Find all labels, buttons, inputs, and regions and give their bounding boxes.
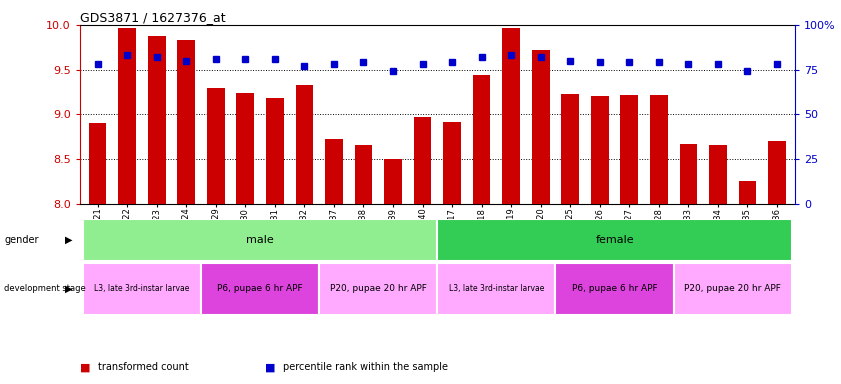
Text: L3, late 3rd-instar larvae: L3, late 3rd-instar larvae bbox=[449, 285, 544, 293]
Bar bbox=[437, 219, 791, 261]
Bar bbox=[674, 263, 791, 315]
Text: L3, late 3rd-instar larvae: L3, late 3rd-instar larvae bbox=[94, 285, 189, 293]
Text: gender: gender bbox=[4, 235, 39, 245]
Text: transformed count: transformed count bbox=[98, 362, 189, 372]
Bar bbox=[384, 159, 402, 204]
Bar bbox=[437, 263, 555, 315]
Text: ■: ■ bbox=[265, 362, 275, 372]
Bar bbox=[177, 40, 195, 204]
Text: ▶: ▶ bbox=[65, 235, 72, 245]
Bar bbox=[532, 50, 549, 204]
Bar bbox=[502, 28, 520, 204]
Bar bbox=[325, 139, 343, 204]
Bar bbox=[83, 219, 437, 261]
Bar bbox=[591, 96, 609, 204]
Bar bbox=[414, 117, 431, 204]
Bar bbox=[555, 263, 674, 315]
Bar bbox=[83, 263, 201, 315]
Bar bbox=[443, 122, 461, 204]
Bar bbox=[266, 98, 283, 204]
Bar bbox=[621, 94, 638, 204]
Bar bbox=[207, 88, 225, 204]
Bar bbox=[320, 263, 437, 315]
Bar bbox=[236, 93, 254, 204]
Bar bbox=[119, 28, 136, 204]
Text: percentile rank within the sample: percentile rank within the sample bbox=[283, 362, 448, 372]
Bar bbox=[295, 85, 313, 204]
Text: ■: ■ bbox=[80, 362, 90, 372]
Bar bbox=[709, 145, 727, 204]
Text: P6, pupae 6 hr APF: P6, pupae 6 hr APF bbox=[217, 285, 303, 293]
Text: development stage: development stage bbox=[4, 285, 86, 293]
Text: P20, pupae 20 hr APF: P20, pupae 20 hr APF bbox=[685, 285, 781, 293]
Bar bbox=[148, 36, 166, 204]
Bar bbox=[768, 141, 785, 204]
Bar bbox=[738, 181, 756, 204]
Text: female: female bbox=[595, 235, 634, 245]
Bar bbox=[473, 75, 490, 204]
Bar bbox=[650, 96, 668, 204]
Text: GDS3871 / 1627376_at: GDS3871 / 1627376_at bbox=[80, 11, 225, 24]
Bar bbox=[680, 144, 697, 204]
Bar bbox=[562, 94, 579, 204]
Bar bbox=[89, 123, 107, 204]
Text: P20, pupae 20 hr APF: P20, pupae 20 hr APF bbox=[330, 285, 426, 293]
Text: ▶: ▶ bbox=[65, 284, 72, 294]
Text: male: male bbox=[246, 235, 274, 245]
Bar bbox=[201, 263, 320, 315]
Text: P6, pupae 6 hr APF: P6, pupae 6 hr APF bbox=[572, 285, 658, 293]
Bar bbox=[355, 145, 373, 204]
